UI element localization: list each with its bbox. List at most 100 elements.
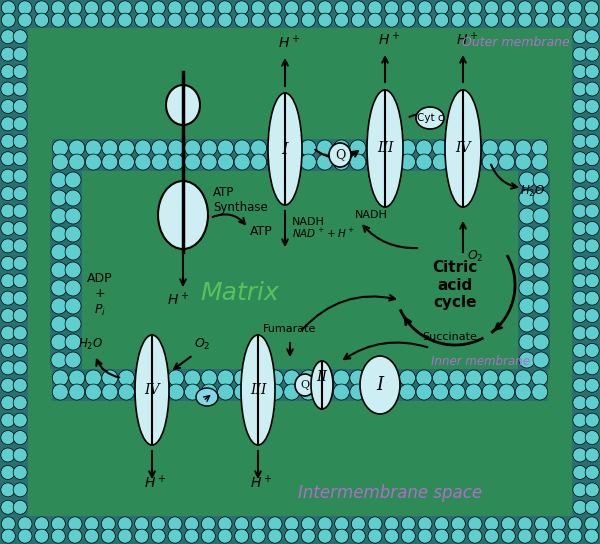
Circle shape [518,529,532,543]
Circle shape [368,517,382,531]
Circle shape [573,47,587,61]
Circle shape [202,1,215,15]
Circle shape [482,154,498,170]
Circle shape [584,13,599,27]
Circle shape [585,204,599,218]
Circle shape [13,221,27,236]
Circle shape [65,280,81,296]
Text: I: I [281,140,289,158]
Circle shape [251,529,265,543]
Circle shape [118,517,132,531]
Circle shape [134,13,149,27]
Text: Outer membrane: Outer membrane [462,36,570,49]
Circle shape [585,221,599,236]
Circle shape [218,370,233,386]
Circle shape [515,370,531,386]
Circle shape [416,384,432,400]
Circle shape [1,291,15,305]
Circle shape [218,154,233,170]
Circle shape [52,370,68,386]
Circle shape [235,1,248,15]
Circle shape [551,529,565,543]
Circle shape [135,384,151,400]
Circle shape [573,308,587,323]
Circle shape [13,395,27,410]
Circle shape [267,384,283,400]
Circle shape [401,13,415,27]
Circle shape [434,1,449,15]
Circle shape [52,13,65,27]
Ellipse shape [445,90,481,207]
Circle shape [1,256,15,270]
Ellipse shape [196,388,218,406]
Circle shape [168,384,184,400]
Circle shape [585,256,599,270]
Circle shape [352,1,365,15]
Circle shape [585,134,599,149]
Circle shape [533,172,549,188]
Circle shape [18,1,32,15]
Circle shape [352,529,365,543]
Text: $H^+$: $H^+$ [167,290,189,308]
Circle shape [383,140,399,156]
Circle shape [533,190,549,206]
Circle shape [573,169,587,183]
Circle shape [318,529,332,543]
Circle shape [235,13,248,27]
Circle shape [451,13,466,27]
Circle shape [1,152,15,166]
Circle shape [51,316,67,332]
Text: ATP
Synthase: ATP Synthase [213,186,268,214]
Circle shape [466,370,482,386]
Circle shape [168,529,182,543]
Circle shape [519,244,535,260]
Circle shape [1,361,15,375]
Circle shape [51,226,67,242]
Circle shape [434,529,449,543]
Circle shape [151,370,167,386]
Circle shape [218,517,232,531]
Text: IV: IV [455,141,471,156]
Circle shape [585,152,599,166]
Text: $H^+$: $H^+$ [250,474,272,491]
Circle shape [18,13,32,27]
Circle shape [350,384,366,400]
Circle shape [482,370,498,386]
Circle shape [434,13,449,27]
Circle shape [185,370,200,386]
Circle shape [201,384,217,400]
Text: Q: Q [335,149,345,162]
Circle shape [13,169,27,183]
Circle shape [518,517,532,531]
Circle shape [585,291,599,305]
Circle shape [468,13,482,27]
Circle shape [52,1,65,15]
Circle shape [218,13,232,27]
Circle shape [449,140,465,156]
Circle shape [85,140,101,156]
Circle shape [85,370,101,386]
Circle shape [284,529,299,543]
Ellipse shape [311,361,333,409]
Circle shape [35,517,49,531]
Circle shape [13,483,27,497]
Circle shape [218,529,232,543]
Circle shape [51,262,67,278]
Circle shape [235,529,248,543]
Circle shape [102,370,118,386]
Circle shape [368,13,382,27]
Circle shape [317,140,333,156]
Text: III: III [250,383,266,397]
Circle shape [573,239,587,253]
Circle shape [533,316,549,332]
Circle shape [101,517,115,531]
Circle shape [383,370,399,386]
Circle shape [317,154,333,170]
Circle shape [350,154,366,170]
Circle shape [118,370,134,386]
Circle shape [68,517,82,531]
Circle shape [535,13,548,27]
Circle shape [85,1,98,15]
Circle shape [533,244,549,260]
Circle shape [201,370,217,386]
